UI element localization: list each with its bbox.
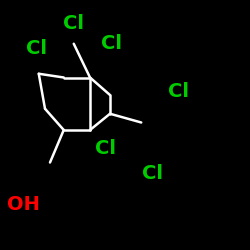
Text: Cl: Cl — [168, 82, 189, 101]
Text: Cl: Cl — [101, 34, 122, 53]
Text: Cl: Cl — [142, 164, 163, 183]
Text: Cl: Cl — [26, 39, 47, 58]
Text: OH: OH — [7, 196, 40, 214]
Text: Cl: Cl — [94, 139, 116, 158]
Text: Cl: Cl — [63, 14, 84, 33]
